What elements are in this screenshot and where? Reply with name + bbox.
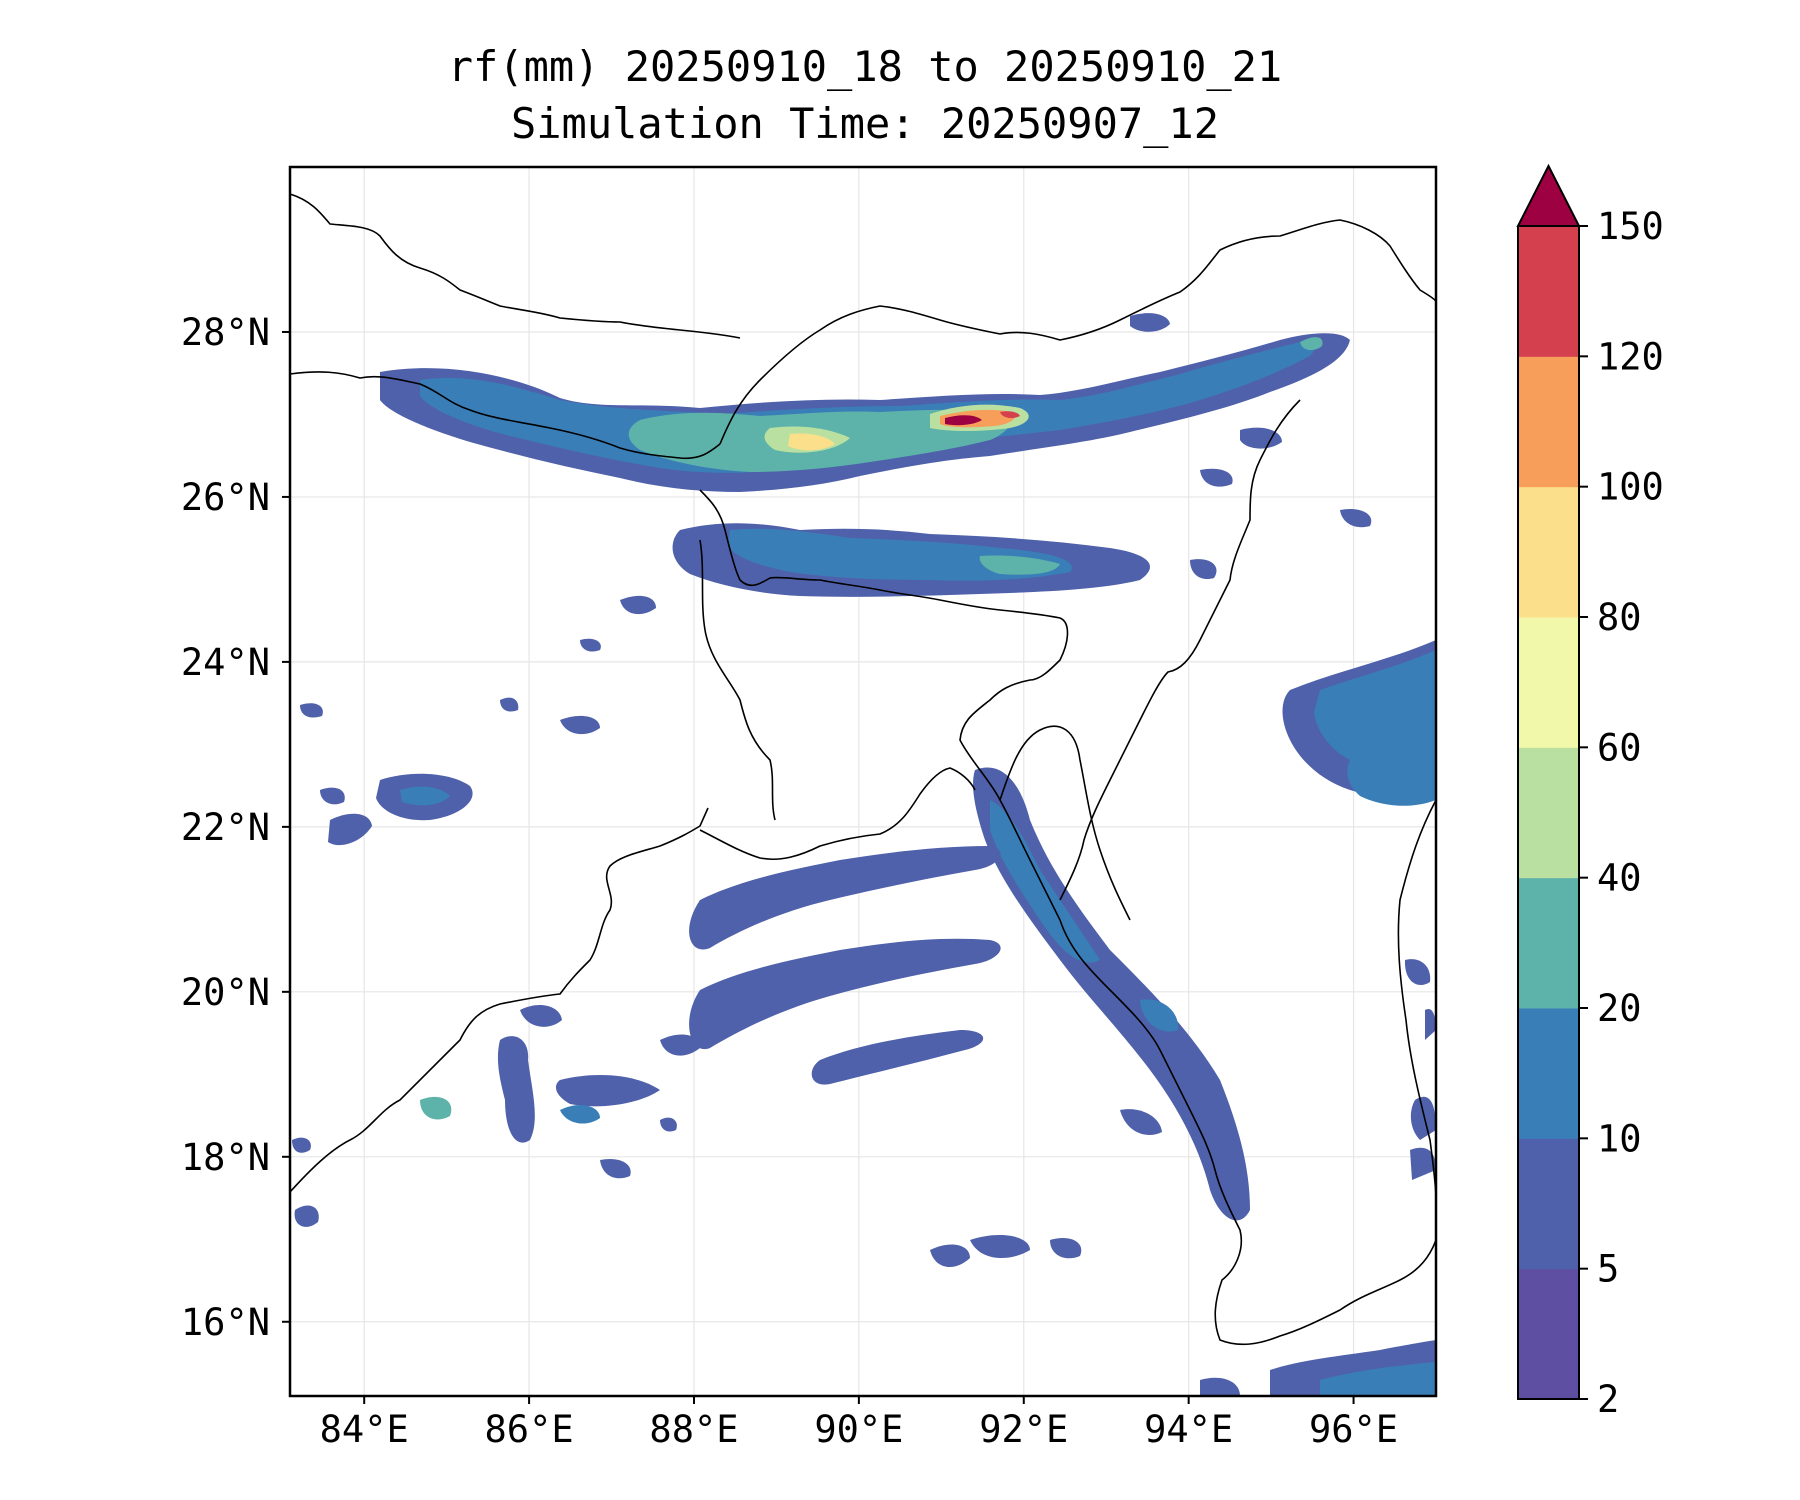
coastlines-borders	[290, 193, 1436, 1346]
tripura-mizoram-outline	[999, 725, 1131, 921]
lat-tick-label: 26°N	[181, 476, 270, 519]
colorbar-tick-label: 80	[1597, 596, 1642, 639]
colorbar-bin	[1518, 486, 1579, 618]
myanmar-thailand-border	[1397, 799, 1436, 1201]
myanmar-coast	[1059, 919, 1436, 1346]
lon-tick-label: 94°E	[1144, 1408, 1233, 1451]
bangladesh-border	[699, 489, 1069, 921]
lat-tick-label: 28°N	[181, 311, 270, 354]
nepal-china-border	[290, 193, 741, 339]
colorbar-tick-label: 40	[1597, 857, 1642, 900]
lon-tick-label: 88°E	[649, 1408, 738, 1451]
chart-title: rf(mm) 20250910_18 to 20250910_21 Simula…	[290, 38, 1440, 152]
lat-tick-label: 22°N	[181, 806, 270, 849]
colorbar: 2 5 10 20 40 60 80 100 120 150	[1516, 163, 1664, 1421]
title-line-1: rf(mm) 20250910_18 to 20250910_21	[447, 42, 1283, 91]
lat-tick-label: 24°N	[181, 641, 270, 684]
lon-tick-label: 90°E	[814, 1408, 903, 1451]
colorbar-tick-label: 20	[1597, 987, 1642, 1030]
colorbar-bin	[1518, 356, 1579, 488]
map-frame	[288, 165, 1438, 1398]
rain-band-north	[380, 333, 1350, 492]
lon-tick-label: 92°E	[979, 1408, 1068, 1451]
lat-tick-label: 16°N	[181, 1301, 270, 1344]
gridlines	[290, 167, 1436, 1396]
colorbar-tick-label: 10	[1597, 1117, 1642, 1160]
india-bangladesh-west-border	[699, 539, 776, 821]
colorbar-bin	[1518, 617, 1579, 748]
sundarbans-coast	[699, 767, 976, 861]
colorbar-bin	[1518, 226, 1579, 357]
rain-band-arakan	[973, 767, 1250, 1221]
lat-tick-label: 20°N	[181, 971, 270, 1014]
colorbar-tick-label: 100	[1597, 466, 1664, 509]
lon-tick-label: 86°E	[485, 1408, 574, 1451]
india-east-coastline	[290, 807, 709, 1193]
northeast-india-myanmar-border	[1059, 399, 1301, 901]
lat-ticks: 16°N 18°N 20°N 22°N 24°N 26°N 28°N	[181, 311, 290, 1344]
lat-tick-label: 18°N	[181, 1136, 270, 1179]
colorbar-tick-label: 150	[1597, 205, 1664, 248]
rain-patches-west	[292, 595, 656, 1227]
india-nepal-border	[290, 371, 721, 460]
colorbar-bin	[1518, 1138, 1579, 1270]
title-line-2: Simulation Time: 20250907_12	[510, 99, 1219, 148]
colorbar-bin	[1518, 877, 1579, 1009]
lon-tick-label: 84°E	[320, 1408, 409, 1451]
colorbar-bin	[1518, 747, 1579, 879]
colorbar-bin	[1518, 1008, 1579, 1139]
rain-patches-northeast	[1130, 313, 1372, 580]
colorbar-tick-label: 5	[1597, 1248, 1619, 1291]
colorbar-bin	[1518, 1268, 1579, 1400]
lon-ticks: 84°E 86°E 88°E 90°E 92°E 94°E 96°E	[320, 1396, 1398, 1451]
colorbar-frame	[1517, 226, 1580, 1400]
colorbar-tick-label: 60	[1597, 726, 1642, 769]
lon-tick-label: 96°E	[1309, 1408, 1398, 1451]
rain-streaks-bay	[420, 846, 1082, 1268]
assam-arunachal-border	[999, 219, 1436, 341]
colorbar-tick-label: 2	[1597, 1378, 1619, 1421]
colorbar-tick-label: 120	[1597, 335, 1664, 378]
rainfall-contours	[292, 313, 1436, 1396]
rain-patches-myanmar	[1282, 640, 1436, 1180]
rain-patches-south	[1200, 1340, 1436, 1396]
colorbar-extend-arrow	[1516, 163, 1581, 227]
sikkim-bhutan-border	[719, 305, 1001, 445]
